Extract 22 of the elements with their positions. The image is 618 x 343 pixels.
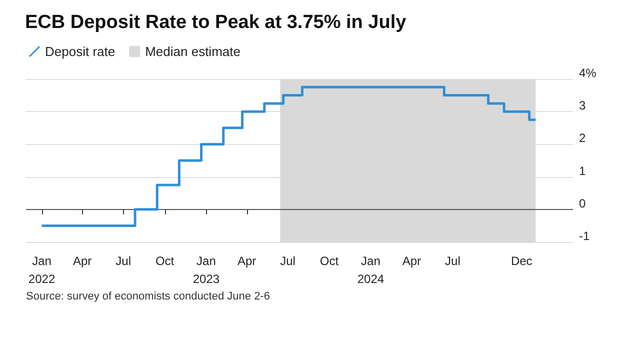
x-tick-label: Jul bbox=[445, 254, 460, 268]
x-tick-label: Apr bbox=[237, 254, 256, 268]
x-tick-label: Apr bbox=[402, 254, 422, 268]
y-tick-label: 4% bbox=[579, 66, 597, 80]
y-tick-label: 2 bbox=[579, 131, 586, 146]
y-tick-label: -1 bbox=[579, 229, 590, 243]
y-tick-label: 0 bbox=[579, 196, 586, 210]
x-tick-label: Dec bbox=[510, 254, 532, 268]
legend-label: Deposit rate bbox=[45, 44, 116, 59]
x-tick-label: Apr bbox=[72, 254, 92, 268]
y-tick-label: 1 bbox=[579, 164, 586, 178]
x-tick-label: Jan 2024 bbox=[357, 254, 384, 286]
x-tick-label: Oct bbox=[155, 254, 175, 268]
x-tick-label: Jul bbox=[280, 254, 296, 268]
x-tick-label: Jan 2023 bbox=[192, 254, 220, 286]
source-note: Source: survey of economists conducted June 2-6 bbox=[26, 290, 270, 302]
x-tick-label: Jul bbox=[116, 254, 131, 268]
x-tick-label: Oct bbox=[320, 254, 340, 268]
legend-label: Median estimate bbox=[145, 44, 240, 59]
y-tick-label: 3 bbox=[579, 98, 586, 113]
x-tick-label: Jan 2022 bbox=[28, 254, 56, 286]
chart-title: ECB Deposit Rate to Peak at 3.75% in July bbox=[25, 12, 407, 33]
